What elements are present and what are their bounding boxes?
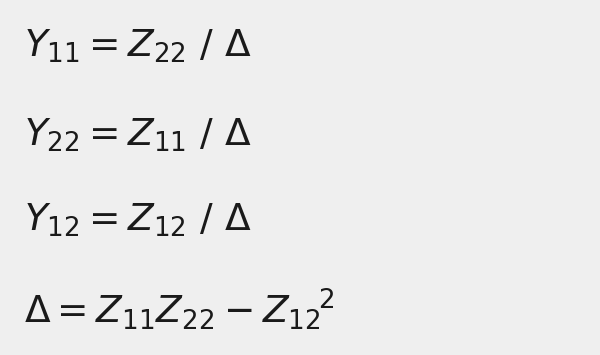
Text: $Y_{22} = Z_{11}\ /\ \Delta$: $Y_{22} = Z_{11}\ /\ \Delta$ <box>24 116 252 154</box>
Text: $\Delta = Z_{11}Z_{22} - {Z_{12}}^{\!2}$: $\Delta = Z_{11}Z_{22} - {Z_{12}}^{\!2}$ <box>24 286 334 332</box>
Text: $Y_{11} = Z_{22}\ /\ \Delta$: $Y_{11} = Z_{22}\ /\ \Delta$ <box>24 27 252 65</box>
Text: $Y_{12} = Z_{12}\ /\ \Delta$: $Y_{12} = Z_{12}\ /\ \Delta$ <box>24 201 252 239</box>
